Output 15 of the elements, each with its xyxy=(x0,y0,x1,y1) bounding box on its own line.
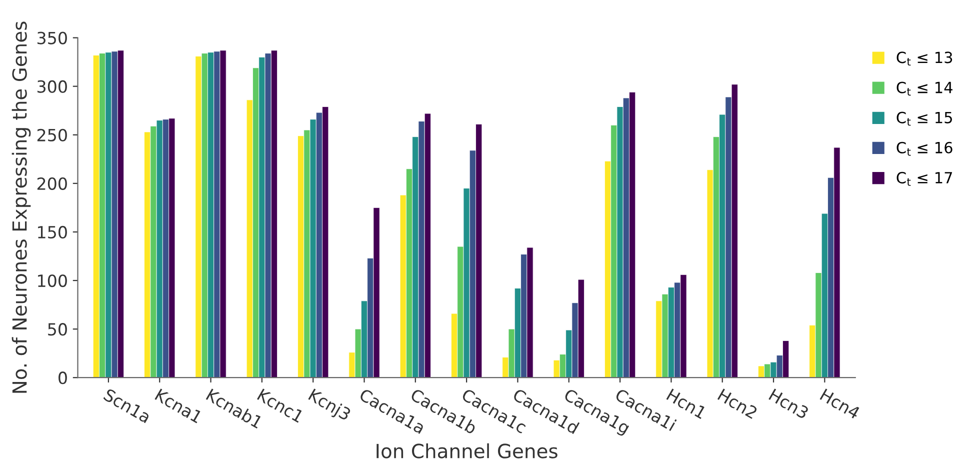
y-tick-label: 150 xyxy=(38,226,67,239)
legend-label: C$_{t}$ ≤ 14 xyxy=(896,82,952,96)
y-tick-label: 350 xyxy=(37,32,67,44)
y-axis-title: No. of Neurones Expressing the Genes xyxy=(12,22,31,393)
legend-label: C$_{t}$ ≤ 16 xyxy=(896,142,952,156)
x-axis-title: Ion Channel Genes xyxy=(376,443,558,458)
y-tick-label: 250 xyxy=(37,128,67,142)
legend-label: C$_{t}$ ≤ 15 xyxy=(896,112,952,126)
y-tick-label: 0 xyxy=(58,372,67,384)
legend-label: C$_{t}$ ≤ 13 xyxy=(896,52,952,66)
y-tick-label: 50 xyxy=(48,323,67,336)
y-tick-label: 200 xyxy=(37,177,67,190)
y-tick-label: 100 xyxy=(38,274,67,288)
y-tick-label: 300 xyxy=(37,80,67,93)
legend-label: C$_{t}$ ≤ 17 xyxy=(896,172,952,186)
